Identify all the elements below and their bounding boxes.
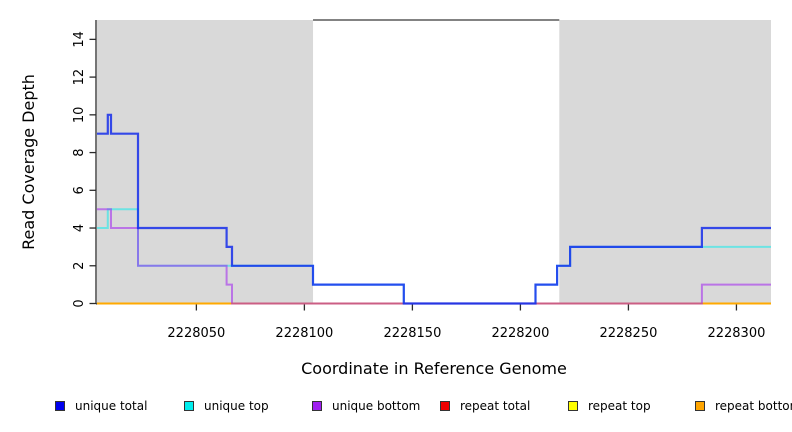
x-axis-title: Coordinate in Reference Genome [301, 359, 567, 378]
legend-label: unique total [75, 399, 148, 413]
legend-item-unique-top: unique top [184, 399, 269, 413]
legend-label: repeat bottom [715, 399, 792, 413]
legend-swatch [568, 401, 578, 411]
y-tick-label: 10 [72, 107, 87, 124]
y-tick-label: 4 [72, 224, 87, 232]
y-tick-label: 2 [72, 262, 87, 270]
x-tick-label: 2228300 [707, 326, 765, 341]
series-lines [97, 113, 771, 305]
legend-swatch [184, 401, 194, 411]
legend-item-repeat-total: repeat total [440, 399, 530, 413]
shaded-region [559, 20, 771, 304]
legend-label: unique bottom [332, 399, 421, 413]
legend-swatch [440, 401, 450, 411]
shaded-regions [97, 20, 771, 304]
x-tick-label: 2228250 [599, 326, 657, 341]
legend-label: unique top [204, 399, 269, 413]
legend-label: repeat top [588, 399, 651, 413]
axis-ticks: 2228050 2228100 2228150 2228200 2228250 22283… [72, 31, 765, 341]
x-tick-label: 2228200 [491, 326, 549, 341]
legend-item-unique-bottom: unique bottom [312, 399, 420, 413]
legend-swatch [312, 401, 322, 411]
x-tick-label: 2228150 [383, 326, 441, 341]
y-tick-label: 12 [72, 69, 87, 86]
legend-label: repeat total [460, 399, 531, 413]
legend-swatch [55, 401, 65, 411]
coverage-chart: 2228050 2228100 2228150 2228200 2228250 22283… [19, 19, 771, 378]
y-tick-label: 0 [72, 299, 87, 307]
legend-item-unique-total: unique total [55, 399, 147, 413]
y-tick-label: 14 [72, 31, 87, 48]
x-tick-label: 2228050 [167, 326, 225, 341]
series-line-unique-total [97, 113, 771, 305]
x-tick-label: 2228100 [275, 326, 333, 341]
y-tick-label: 8 [72, 148, 87, 156]
legend-item-repeat-top: repeat top [568, 399, 651, 413]
legend-item-repeat-bottom: repeat bottom [695, 399, 792, 413]
y-axis-title: Read Coverage Depth [19, 74, 38, 250]
shaded-region [97, 20, 314, 304]
series-line-unique-bottom [97, 208, 771, 305]
y-tick-label: 6 [72, 186, 87, 194]
chart-legend: unique total unique top unique bottom repea… [0, 399, 792, 419]
legend-swatch [695, 401, 705, 411]
